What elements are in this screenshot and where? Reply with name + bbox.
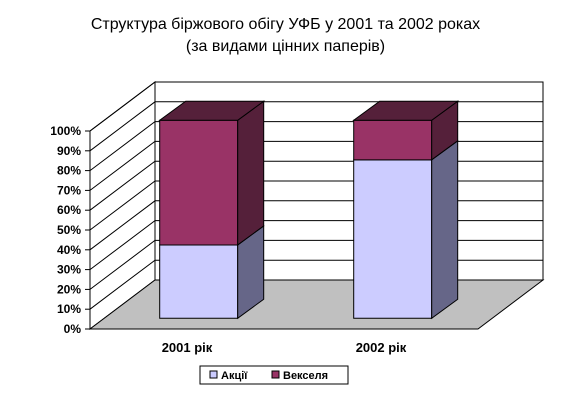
y-tick-label: 30% bbox=[57, 263, 81, 277]
x-category-label: 2001 рік bbox=[162, 340, 213, 355]
gridline bbox=[89, 81, 543, 132]
y-tick-label: 10% bbox=[57, 302, 81, 316]
legend-swatch bbox=[271, 370, 280, 379]
y-tick-label: 100% bbox=[50, 124, 81, 138]
y-tick-label: 0% bbox=[64, 322, 82, 336]
y-tick-label: 70% bbox=[57, 183, 81, 197]
bar-aktsii-side bbox=[431, 139, 459, 320]
legend-label: Акції bbox=[221, 370, 248, 382]
chart-title: Структура біржового обігу УФБ у 2001 та … bbox=[90, 16, 481, 33]
chart-subtitle: (за видами цінних паперів) bbox=[185, 38, 386, 55]
bar-aktsii-front bbox=[159, 244, 239, 319]
bar-vekselya-front bbox=[159, 119, 239, 246]
legend-label: Векселя bbox=[283, 370, 328, 382]
x-category-label: 2002 рік bbox=[356, 340, 407, 355]
bar-top-face bbox=[158, 100, 266, 121]
bar-top-face bbox=[352, 100, 460, 121]
y-tick-label: 90% bbox=[57, 144, 81, 158]
bar-aktsii-front bbox=[353, 159, 433, 319]
y-tick-label: 50% bbox=[57, 223, 81, 237]
floor bbox=[88, 279, 545, 330]
y-tick-label: 20% bbox=[57, 282, 81, 296]
y-tick-label: 40% bbox=[57, 243, 81, 257]
legend-swatch bbox=[209, 370, 218, 379]
bar-vekselya-front bbox=[353, 119, 433, 161]
bar-vekselya-side bbox=[237, 100, 265, 246]
y-tick-label: 80% bbox=[57, 164, 81, 178]
y-tick-label: 60% bbox=[57, 203, 81, 217]
